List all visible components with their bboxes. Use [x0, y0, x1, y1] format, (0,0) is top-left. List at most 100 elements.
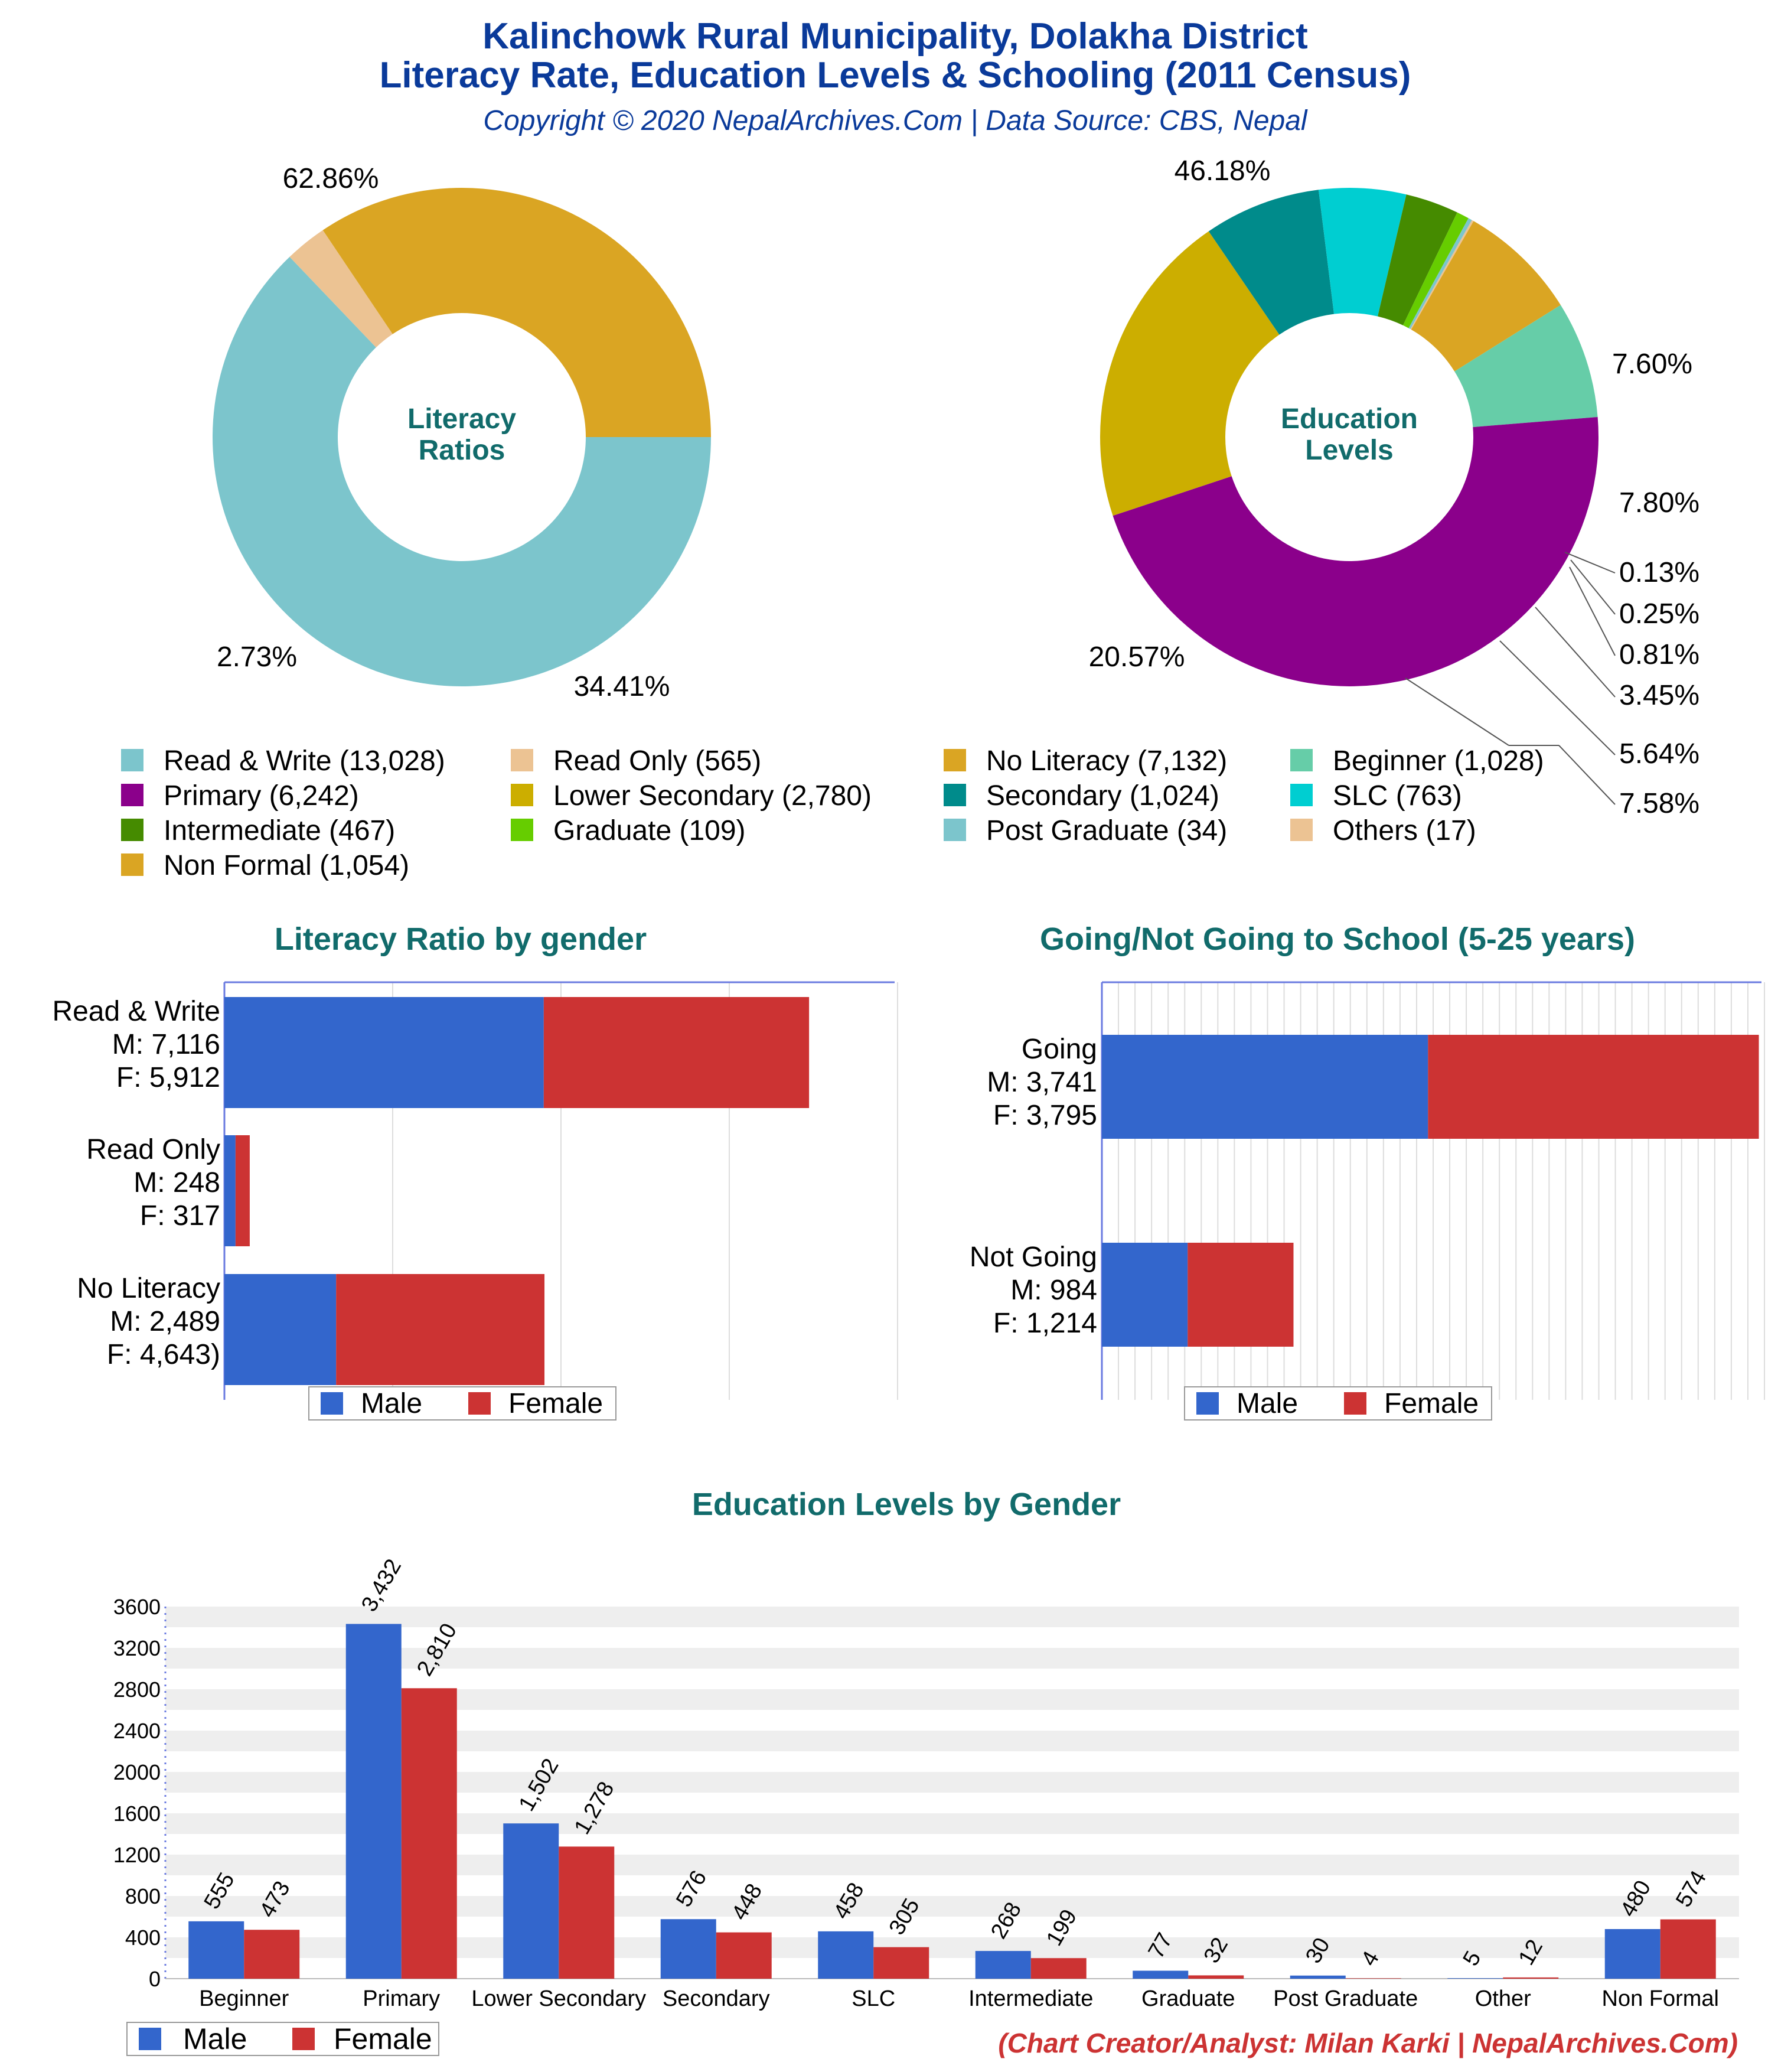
- credit-text: (Chart Creator/Analyst: Milan Karki | Ne…: [998, 2028, 1738, 2058]
- donut-slice-others: [1410, 220, 1474, 330]
- x-tick-label-slc: SLC: [852, 1986, 895, 2011]
- bar-female-read-write: [543, 997, 810, 1108]
- x-tick-label-other: Other: [1475, 1986, 1531, 2011]
- bar-male-not-going: [1102, 1243, 1188, 1347]
- bar-male-no-literacy: [224, 1274, 337, 1385]
- legend-label-non-formal-1-054: Non Formal (1,054): [164, 850, 409, 881]
- literacy-ratios-donut: [213, 188, 711, 686]
- donut2-center-line2: Levels: [1305, 435, 1393, 466]
- bar-female-slc: [873, 1947, 929, 1979]
- bar-male-primary: [345, 1624, 402, 1979]
- y-tick-label: 800: [125, 1884, 161, 1908]
- leader-line-0: [1564, 552, 1616, 574]
- legend-swatch-female: [292, 2028, 315, 2050]
- category-label-read-only-1: M: 248: [133, 1167, 220, 1198]
- leader-line-2: [1569, 566, 1616, 656]
- donut-slice-non-formal: [1411, 221, 1561, 372]
- category-label-going-1: M: 3,741: [987, 1067, 1097, 1098]
- bar-female-lower-secondary: [559, 1846, 615, 1979]
- donut-slice-secondary: [1208, 190, 1335, 335]
- category-label-read-write-2: F: 5,912: [116, 1062, 220, 1093]
- bar-female-other: [1503, 1977, 1559, 1979]
- bar-female-read-only: [235, 1135, 250, 1246]
- legend-swatch-intermediate-467: [121, 819, 143, 841]
- bar-female-no-literacy: [336, 1274, 545, 1385]
- legend-box: [308, 1386, 616, 1421]
- donut-slice-post-graduate: [1408, 218, 1472, 330]
- legend-swatch-no-literacy-7-132: [944, 749, 966, 771]
- copyright-text: Copyright © 2020 NepalArchives.Com | Dat…: [483, 105, 1307, 136]
- legend-label-male: Male: [1237, 1388, 1298, 1419]
- leader-line-3: [1535, 607, 1616, 698]
- bar-female-non-formal: [1660, 1919, 1716, 1979]
- x-tick-label-lower-secondary: Lower Secondary: [471, 1986, 646, 2011]
- bar-male-read-only: [224, 1135, 236, 1246]
- leader-line-7: [1558, 745, 1616, 805]
- bar-male-secondary: [660, 1919, 716, 1979]
- category-label-going-2: F: 3,795: [993, 1100, 1097, 1131]
- y-tick-label: 2800: [113, 1677, 161, 1702]
- legend-label-post-graduate-34: Post Graduate (34): [986, 815, 1227, 846]
- bar-male-going: [1102, 1035, 1428, 1139]
- legend-label-beginner-1-028: Beginner (1,028): [1333, 745, 1544, 777]
- main-title-line2: Literacy Rate, Education Levels & School…: [380, 55, 1411, 96]
- donut-slice-read-write: [213, 256, 711, 686]
- y-tick-label: 0: [149, 1967, 161, 1991]
- education-gender-title: Education Levels by Gender: [692, 1487, 1121, 1522]
- legend-label-female: Female: [1384, 1388, 1479, 1419]
- legend-swatch-post-graduate-34: [944, 819, 966, 841]
- legend-swatch-male: [321, 1392, 343, 1415]
- y-tick-label: 400: [125, 1926, 161, 1950]
- bar-male-intermediate: [975, 1951, 1031, 1979]
- donut2-center-line1: Education: [1281, 403, 1418, 435]
- bar-male-slc: [818, 1931, 874, 1979]
- bar-female-primary: [401, 1688, 457, 1979]
- legend-swatch-male: [139, 2028, 161, 2050]
- category-label-not-going-0: Not Going: [970, 1242, 1097, 1273]
- donut1-label-read-write: 62.86%: [283, 163, 379, 194]
- x-tick-label-non-formal: Non Formal: [1602, 1986, 1720, 2011]
- leader-line-1: [1570, 559, 1616, 615]
- bar-female-post-graduate: [1345, 1978, 1401, 1979]
- category-label-read-write-0: Read & Write: [52, 996, 220, 1027]
- legend-label-others-17: Others (17): [1333, 815, 1476, 846]
- legend-label-male: Male: [183, 2022, 247, 2055]
- legend-swatch-lower-secondary-2-780: [511, 784, 533, 806]
- y-tick-label: 3600: [113, 1595, 161, 1619]
- legend-swatch-read-write-13-028: [121, 749, 143, 771]
- legend-swatch-read-only-565: [511, 749, 533, 771]
- legend-swatch-beginner-1-028: [1290, 749, 1313, 771]
- y-tick-label: 2400: [113, 1719, 161, 1743]
- donut-slice-primary: [1113, 416, 1598, 686]
- category-label-no-literacy-0: No Literacy: [77, 1273, 220, 1304]
- donut2-label-graduate: 0.81%: [1619, 639, 1699, 670]
- x-tick-label-secondary: Secondary: [663, 1986, 770, 2011]
- legend-swatch-primary-6-242: [121, 784, 143, 806]
- legend-swatch-non-formal-1-054: [121, 853, 143, 876]
- legend-label-male: Male: [361, 1388, 422, 1419]
- donut2-label-lower-secondary: 20.57%: [1089, 641, 1185, 673]
- y-tick-label: 1200: [113, 1843, 161, 1867]
- bar-male-non-formal: [1604, 1929, 1660, 1979]
- grid-band: [165, 1648, 1739, 1669]
- pie-legend: Read & Write (13,028) Read Only (565) No L…: [121, 745, 1544, 881]
- bar-male-beginner: [188, 1921, 244, 1979]
- y-tick-label: 2000: [113, 1760, 161, 1784]
- x-tick-label-intermediate: Intermediate: [968, 1986, 1093, 2011]
- donut-slice-read-only: [289, 230, 393, 348]
- bar-male-graduate: [1133, 1970, 1189, 1979]
- bar-female-beginner: [244, 1930, 300, 1979]
- donut1-label-read-only: 2.73%: [217, 641, 297, 673]
- legend-label-lower-secondary-2-780: Lower Secondary (2,780): [553, 780, 872, 812]
- category-label-read-only-2: F: 317: [140, 1200, 220, 1232]
- category-label-not-going-2: F: 1,214: [993, 1308, 1097, 1339]
- bar-female-graduate: [1188, 1975, 1244, 1979]
- donut2-leader-lines: [1405, 552, 1616, 805]
- legend-label-read-write-13-028: Read & Write (13,028): [164, 745, 445, 777]
- legend-label-primary-6-242: Primary (6,242): [164, 780, 359, 812]
- x-tick-label-post-graduate: Post Graduate: [1273, 1986, 1418, 2011]
- legend-swatch-female: [1344, 1392, 1366, 1415]
- category-label-no-literacy-1: M: 2,489: [110, 1306, 220, 1337]
